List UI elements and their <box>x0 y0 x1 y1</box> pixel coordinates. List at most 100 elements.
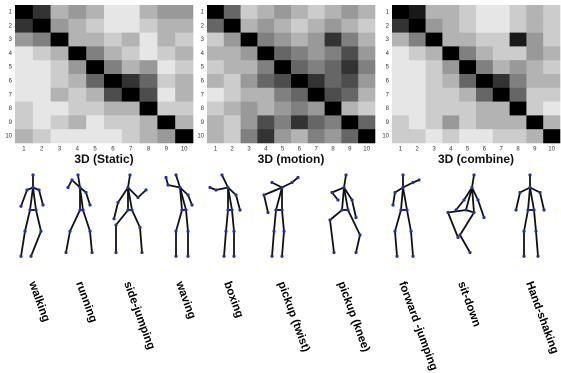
skeleton-bone <box>407 210 411 231</box>
matrix-cell <box>325 129 342 143</box>
matrix-cell <box>510 19 527 33</box>
y-tick-label: 6 <box>9 78 13 84</box>
matrix-cell <box>409 102 426 116</box>
skeleton-bone <box>332 188 344 193</box>
matrix-cell <box>341 46 358 60</box>
matrix-cell <box>104 19 122 33</box>
skeleton-joint <box>532 208 535 211</box>
matrix-cell <box>274 88 291 102</box>
y-tick-label: 5 <box>201 65 205 71</box>
skeleton-bone <box>403 183 413 188</box>
matrix-cell <box>157 46 175 60</box>
matrix-cell <box>207 88 224 102</box>
skeleton-joint <box>280 208 283 211</box>
y-tick-label: 8 <box>201 106 205 112</box>
skeleton-joint <box>401 186 404 189</box>
skeleton-bone <box>224 231 226 256</box>
skeleton-bone <box>90 231 92 252</box>
matrix-cell <box>86 19 104 33</box>
y-tick-label: 3 <box>9 37 13 43</box>
skeleton-joint <box>464 208 467 211</box>
matrix-cell <box>543 115 560 129</box>
y-tick-label: 7 <box>201 92 205 98</box>
matrix-cell <box>476 60 493 74</box>
matrix-cell <box>325 115 342 129</box>
matrix-cell <box>341 129 358 143</box>
matrix-cell <box>140 5 158 19</box>
skeleton-joint <box>226 208 229 211</box>
skeleton-joint <box>528 173 531 176</box>
matrix-cell <box>426 129 443 143</box>
matrix-cell <box>86 33 104 47</box>
matrix-cell <box>442 46 459 60</box>
matrix-cell <box>543 102 560 116</box>
matrix-cell <box>476 88 493 102</box>
matrix-cell <box>493 102 510 116</box>
matrix-cell <box>224 60 241 74</box>
matrix-cell <box>493 19 510 33</box>
matrix-cell <box>291 115 308 129</box>
matrix-cell <box>308 46 325 60</box>
skeleton-joint <box>472 173 475 176</box>
matrix-cell <box>476 115 493 129</box>
matrix-cell <box>392 115 409 129</box>
matrix-cell <box>510 88 527 102</box>
skeleton-joint <box>411 255 414 258</box>
matrix-cell <box>68 60 86 74</box>
matrix-cell <box>257 33 274 47</box>
y-tick-label: 3 <box>386 37 390 43</box>
matrix-cell <box>175 60 193 74</box>
matrix-cell <box>426 60 443 74</box>
matrix-cell <box>51 74 69 88</box>
y-tick-label: 1 <box>201 9 205 15</box>
action-label: sit-down <box>455 280 482 329</box>
matrix-cell <box>68 33 86 47</box>
action-label: side-jumping <box>121 280 157 351</box>
matrix-cell <box>308 74 325 88</box>
x-tick-label: 9 <box>165 147 169 153</box>
skeleton-joint <box>462 198 465 201</box>
matrix-cell <box>308 60 325 74</box>
matrix-cell <box>86 88 104 102</box>
matrix-cell <box>510 115 527 129</box>
matrix-cell <box>426 102 443 116</box>
skeleton-joint <box>280 255 283 258</box>
skeleton-bone <box>66 231 70 252</box>
matrix-cell <box>459 33 476 47</box>
skeleton-joint <box>232 230 235 233</box>
skeleton-joint <box>411 181 414 184</box>
matrix-cell <box>543 60 560 74</box>
matrix-cell <box>224 129 241 143</box>
action-label: running <box>73 280 99 324</box>
matrix-cell <box>51 102 69 116</box>
matrix-cell <box>122 46 140 60</box>
matrix-cell <box>442 102 459 116</box>
matrix-cell <box>308 102 325 116</box>
matrix-cell <box>442 19 459 33</box>
matrix-cell <box>392 74 409 88</box>
skeleton-joint <box>222 255 225 258</box>
matrix-cell <box>409 74 426 88</box>
skeleton-joint <box>280 186 283 189</box>
matrix-cell <box>33 5 51 19</box>
matrix-cell <box>68 115 86 129</box>
skeleton-bone <box>236 195 240 210</box>
skeleton-bone <box>352 200 356 218</box>
skeleton-joint <box>186 255 189 258</box>
skeleton-joint <box>25 188 28 191</box>
skeleton-joint <box>446 211 449 214</box>
skeleton-joint <box>112 217 115 220</box>
matrix-cell <box>224 74 241 88</box>
matrix-cell <box>257 60 274 74</box>
matrix-cell <box>476 5 493 19</box>
skeleton-joint <box>116 201 119 204</box>
matrix-cell <box>51 60 69 74</box>
matrix-cell <box>325 102 342 116</box>
matrix-cell <box>459 102 476 116</box>
matrix-cell <box>526 5 543 19</box>
skeleton-joint <box>29 255 32 258</box>
matrix-cell <box>86 60 104 74</box>
matrix-cell <box>33 102 51 116</box>
skeleton-bone <box>168 185 180 188</box>
matrix-cell <box>325 88 342 102</box>
